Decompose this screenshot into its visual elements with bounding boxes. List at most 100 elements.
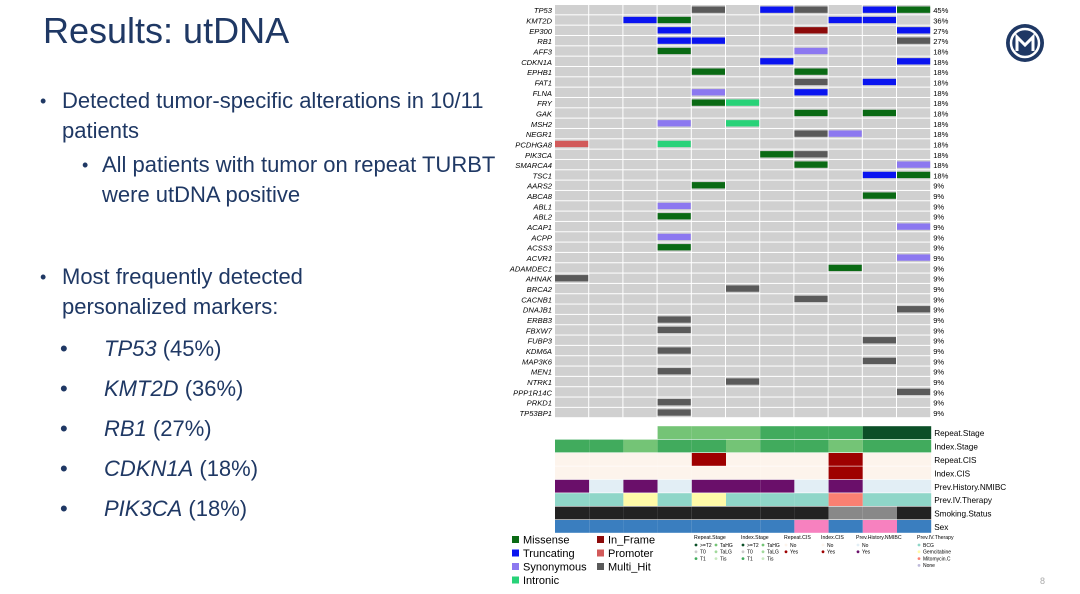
oncoprint-bg-cell [589,139,623,149]
oncoprint-bg-cell [760,180,794,190]
oncoprint-alteration [691,37,725,44]
oncoprint-bg-cell [897,128,931,139]
oncoprint-bg-cell [555,304,589,314]
annotation-cell [862,426,897,439]
small-legend-dot [694,550,698,554]
oncoprint-bg-cell [589,118,623,128]
oncoprint-bg-cell [691,159,725,170]
small-legend-label: TaHG [767,543,780,549]
oncoprint-bg-cell [555,87,589,97]
annotation-cell [760,426,795,439]
oncoprint-bg-cell [657,170,691,180]
gene-label: CACNB1 [521,295,552,304]
bullet-dot: • [82,155,89,175]
gene-label: PRKD1 [527,399,552,408]
gene-percent: 9% [933,306,944,315]
oncoprint-bg-cell [828,46,862,56]
legend-label: Promoter [608,548,654,560]
oncoprint-bg-cell [760,345,794,356]
oncoprint-bg-cell [555,221,589,232]
gene-label: NTRK1 [527,378,552,387]
oncoprint-alteration [623,16,657,24]
annotation-cell [794,466,829,480]
gene-percent: 18% [933,47,948,56]
legend-swatch [512,563,519,570]
small-legend-label: Tis [767,556,774,562]
oncoprint-alteration [657,326,691,334]
annotation-cell [828,439,863,453]
oncoprint-bg-cell [828,314,862,325]
oncoprint-bg-cell [555,15,589,25]
oncoprint-bg-cell [589,56,623,66]
annotation-cell [760,506,795,520]
gene-label: MSH2 [531,120,553,129]
annotation-label: Index.CIS [934,469,970,478]
small-legend-label: TaLG [767,550,779,556]
oncoprint-bg-cell [691,283,725,294]
gene-label: EP300 [529,27,553,36]
oncoprint-alteration [862,16,896,24]
oncoprint-bg-cell [623,314,657,325]
annotation-cell [623,520,658,533]
annotation-cell [623,493,658,506]
oncoprint-bg-cell [691,56,725,66]
gene-name: PIK3CA [104,496,183,521]
oncoprint-bg-cell [589,366,623,376]
oncoprint-alteration [897,27,931,34]
oncoprint-bg-cell [794,97,828,108]
oncoprint-alteration [657,233,691,241]
small-legend-label: TaHG [720,543,733,549]
oncoprint-bg-cell [691,25,725,35]
annotation-cell [794,453,829,466]
oncoprint-bg-cell [897,232,931,242]
annotation-cell [828,520,863,533]
oncoprint-bg-cell [691,356,725,366]
oncoprint-bg-cell [897,139,931,149]
oncoprint-bg-cell [726,139,760,149]
gene-label: AFF3 [532,47,552,56]
oncoprint-bg-cell [828,376,862,387]
slide-title: Results: utDNA [43,10,290,51]
oncoprint-bg-cell [657,5,691,15]
gene-pct: (18%) [188,496,248,521]
oncoprint-alteration [794,151,828,158]
oncoprint-bg-cell [794,139,828,149]
annotation-cell [623,479,658,493]
oncoprint-bg-cell [623,5,657,15]
oncoprint-alteration [657,409,691,416]
oncoprint-bg-cell [794,221,828,232]
oncoprint-bg-cell [623,397,657,407]
gene-label: ABL2 [532,213,552,222]
oncoprint-bg-cell [760,283,794,294]
gene-percent: 9% [933,254,944,263]
small-legend-dot [714,557,718,560]
gene-pct: (18%) [199,456,259,481]
oncoprint-bg-cell [623,77,657,87]
oncoprint-bg-cell [589,35,623,46]
oncoprint-bg-cell [828,149,862,159]
oncoprint-bg-cell [555,407,589,418]
oncoprint-bg-cell [726,232,760,242]
oncoprint-bg-cell [623,97,657,108]
gene-percent: 36% [933,16,948,25]
oncoprint-bg-cell [794,314,828,325]
oncoprint-bg-cell [862,139,896,149]
oncoprint-bg-cell [555,5,589,15]
oncoprint-bg-cell [897,201,931,211]
oncoprint-bg-cell [589,376,623,387]
oncoprint-bg-cell [691,108,725,118]
gene-percent: 18% [933,171,948,180]
oncoprint-bg-cell [726,180,760,190]
oncoprint-alteration [726,285,760,292]
gene-percent: 9% [933,347,944,356]
oncoprint-bg-cell [760,304,794,314]
oncoprint-bg-cell [589,170,623,180]
oncoprint-bg-cell [862,118,896,128]
gene-label: ACSS3 [526,244,553,253]
small-legend-title: Repeat.CIS [784,535,811,541]
oncoprint-bg-cell [760,201,794,211]
oncoprint-bg-cell [623,56,657,66]
oncoprint-bg-cell [726,345,760,356]
annotation-cell [691,493,726,506]
oncoprint-bg-cell [760,211,794,221]
